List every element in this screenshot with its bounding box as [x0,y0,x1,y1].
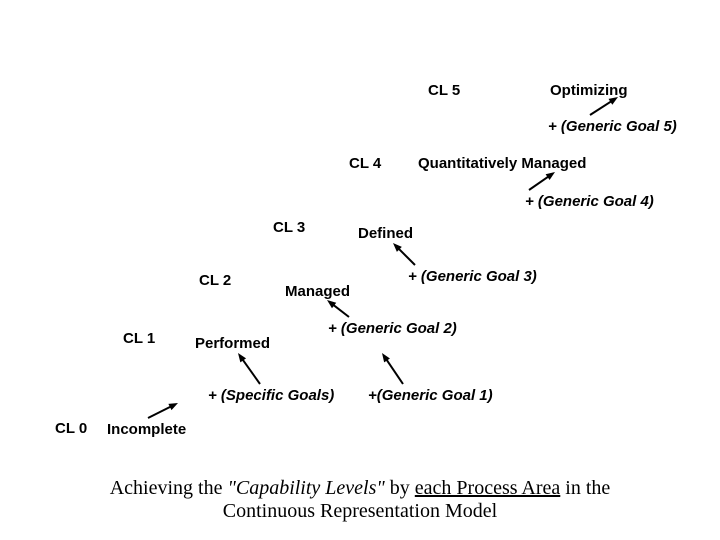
cl1-code: CL 1 [123,330,155,347]
caption-quote: "Capability Levels" [227,477,384,499]
goal-1: +(Generic Goal 1) [368,387,493,404]
caption-post: in the [560,477,610,499]
goal-4: + (Generic Goal 4) [525,193,654,210]
cl3-code: CL 3 [273,219,305,236]
goal-3: + (Generic Goal 3) [408,268,537,285]
caption-underline: each Process Area [415,477,561,499]
cl0-name: Incomplete [107,421,186,438]
specific-goals: + (Specific Goals) [208,387,334,404]
cl0-code: CL 0 [55,420,87,437]
caption-line-1: Achieving the "Capability Levels" by eac… [0,477,720,500]
caption-pre: Achieving the [110,477,228,499]
cl4-name: Quantitatively Managed [418,155,586,172]
caption-line-2: Continuous Representation Model [0,500,720,523]
cl5-name: Optimizing [550,82,628,99]
cl3-name: Defined [358,225,413,242]
goal-5: + (Generic Goal 5) [548,118,677,135]
cl2-name: Managed [285,283,350,300]
caption-mid: by [385,477,415,499]
cl4-code: CL 4 [349,155,381,172]
goal-2: + (Generic Goal 2) [328,320,457,337]
cl1-name: Performed [195,335,270,352]
arrow-layer [0,0,720,540]
diagram-canvas: CL 5 Optimizing + (Generic Goal 5) CL 4 … [0,0,720,540]
cl5-code: CL 5 [428,82,460,99]
cl2-code: CL 2 [199,272,231,289]
